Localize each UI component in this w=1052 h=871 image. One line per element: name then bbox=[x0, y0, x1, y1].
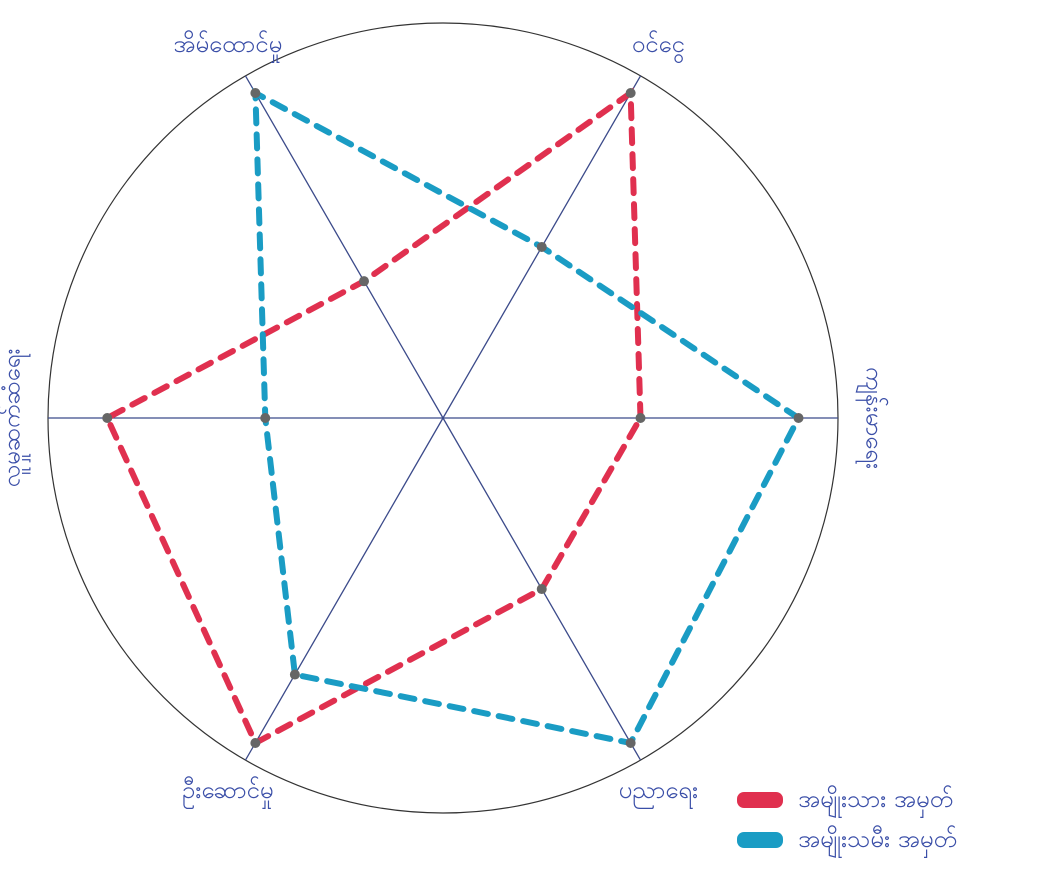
legend-label: အမျိုးသမီး အမှတ် bbox=[798, 824, 957, 859]
category-label: လူမှုဆက်ဆံရေး bbox=[0, 348, 30, 487]
data-point bbox=[626, 88, 636, 98]
data-point bbox=[250, 738, 260, 748]
legend-label: အမျိုးသား အမှတ် bbox=[798, 784, 953, 819]
data-point bbox=[636, 413, 646, 423]
data-point bbox=[794, 413, 804, 423]
category-label: အိမ်ထောင်မှု bbox=[173, 29, 282, 63]
legend-swatch bbox=[737, 792, 783, 808]
category-label: ဝင်ငွေ bbox=[632, 29, 685, 64]
data-point bbox=[359, 276, 369, 286]
legend-swatch bbox=[737, 832, 783, 848]
data-point bbox=[260, 413, 270, 423]
data-point bbox=[537, 584, 547, 594]
chart: ကျန်းမာရေး ဝင်ငွေ အိမ်ထောင်မှုလူမှုဆက်ဆံရေ… bbox=[0, 0, 1052, 867]
category-label: ပညာရေး bbox=[618, 776, 698, 809]
axis-line bbox=[246, 418, 444, 760]
category-label: ဦးဆောင်မှု bbox=[182, 775, 274, 809]
data-point bbox=[250, 88, 260, 98]
data-point bbox=[537, 242, 547, 252]
data-point bbox=[102, 413, 112, 423]
data-point bbox=[626, 738, 636, 748]
category-label: ကျန်းမာရေး bbox=[856, 367, 890, 469]
data-point bbox=[290, 670, 300, 680]
